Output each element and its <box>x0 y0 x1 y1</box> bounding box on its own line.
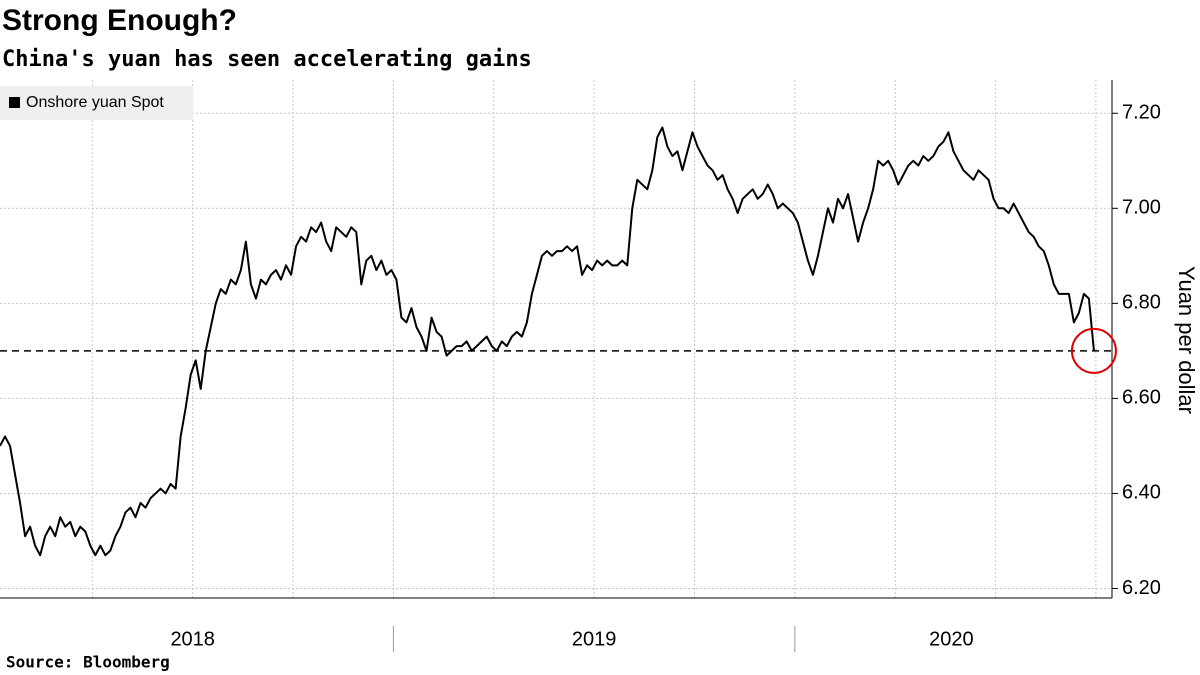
y-tick-label: 6.20 <box>1122 577 1161 599</box>
line-series <box>0 126 1095 557</box>
plot <box>0 126 1117 557</box>
y-tick-label: 6.80 <box>1122 292 1161 314</box>
y-tick-label: 6.40 <box>1122 482 1161 504</box>
x-tick-label: 2018 <box>170 628 215 650</box>
y-tick-label: 6.60 <box>1122 387 1161 409</box>
chart-title: Strong Enough? <box>2 4 237 37</box>
chart-subtitle: China's yuan has seen accelerating gains <box>2 47 532 72</box>
x-tick-label: 2020 <box>929 628 974 650</box>
legend-swatch <box>9 97 20 108</box>
x-tick-label: 2019 <box>572 628 617 650</box>
source: Source: Bloomberg <box>6 653 170 672</box>
legend-label: Onshore yuan Spot <box>26 94 164 111</box>
legend: Onshore yuan Spot <box>0 86 193 120</box>
y-tick-label: 7.20 <box>1122 102 1161 124</box>
legend-box <box>0 86 193 120</box>
grid: 6.20 6.40 6.60 6.80 7.00 7.20 2018 2019 2020 <box>0 80 1161 652</box>
y-axis-title: Yuan per dollar <box>1174 266 1199 414</box>
highlight-circle <box>1070 327 1117 374</box>
y-tick-label: 7.00 <box>1122 197 1161 219</box>
